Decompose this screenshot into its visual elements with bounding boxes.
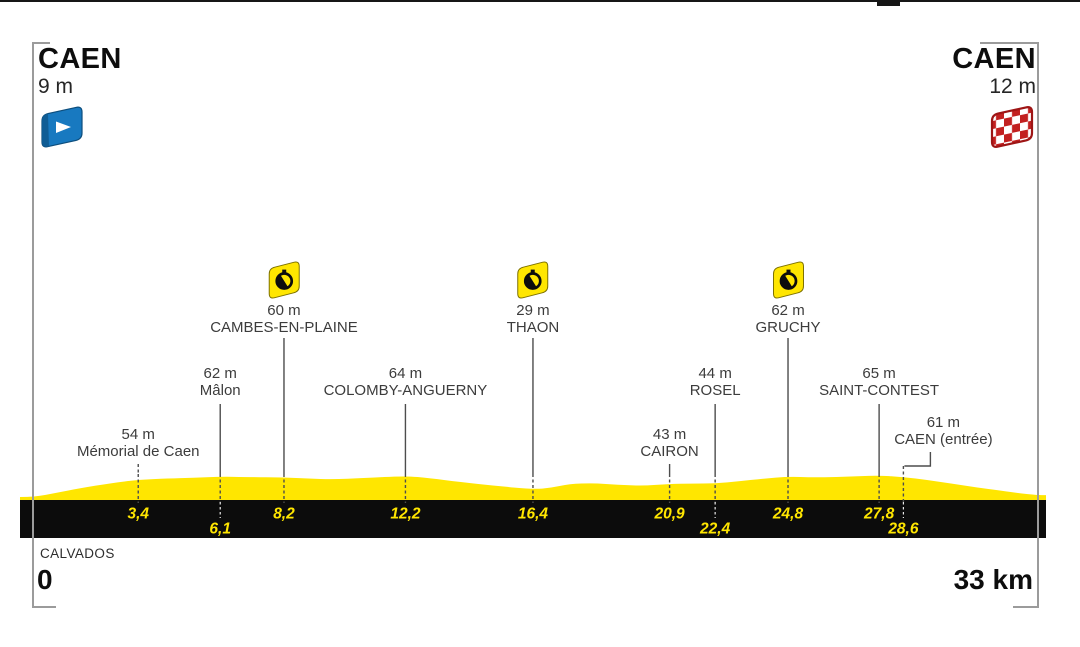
window-top-edge xyxy=(0,0,1080,2)
km-marker: 24,8 xyxy=(772,506,804,523)
waypoint-elevation: 64 m xyxy=(388,365,423,382)
km-marker: 16,4 xyxy=(518,506,549,523)
waypoint-elevation: 43 m xyxy=(652,426,687,443)
waypoint-label: 61 m CAEN (entrée) xyxy=(894,414,993,448)
axis-end-label: 33 km xyxy=(953,564,1033,595)
waypoint-label: 65 m SAINT-CONTEST xyxy=(819,365,940,399)
waypoint-label: 60 m CAMBES-EN-PLAINE xyxy=(210,261,358,336)
km-marker: 3,4 xyxy=(127,506,149,523)
km-marker: 6,1 xyxy=(209,521,231,538)
waypoint-label: 29 m THAON xyxy=(506,261,560,336)
waypoint-name: ROSEL xyxy=(689,381,741,399)
waypoint-elevation: 61 m xyxy=(926,414,961,431)
window-top-artifact xyxy=(877,0,900,6)
km-marker: 27,8 xyxy=(863,506,895,523)
start-header: CAEN 9 m xyxy=(38,44,122,153)
region-label: CALVADOS xyxy=(40,546,115,561)
waypoint-name: GRUCHY xyxy=(755,318,821,336)
start-elevation-label: 9 m xyxy=(38,75,74,98)
waypoint-name: THAON xyxy=(506,318,560,336)
waypoint-label: 62 m GRUCHY xyxy=(756,261,821,336)
start-city-label: CAEN xyxy=(38,43,122,75)
waypoint-label: 44 m ROSEL xyxy=(689,365,741,399)
distance-bar xyxy=(20,500,1046,538)
waypoint-name: CAIRON xyxy=(640,442,699,460)
finish-flag-icon xyxy=(952,106,1036,153)
finish-elevation-label: 12 m xyxy=(989,75,1036,98)
timecheck-flag-icon xyxy=(756,261,821,301)
waypoint-elevation: 44 m xyxy=(698,365,732,382)
right-frame-bracket xyxy=(980,42,1039,608)
left-frame-bracket xyxy=(32,42,56,608)
waypoint-elevation: 62 m xyxy=(771,302,805,319)
start-flag-icon xyxy=(38,106,122,153)
waypoint-elevation: 60 m xyxy=(267,302,301,319)
waypoint-name: COLOMBY-ANGUERNY xyxy=(323,381,488,399)
waypoint-name: Mâlon xyxy=(199,381,241,399)
waypoint-name: CAMBES-EN-PLAINE xyxy=(210,318,358,336)
km-marker: 20,9 xyxy=(654,506,686,523)
waypoint-label: 54 m Mémorial de Caen xyxy=(76,426,200,460)
timecheck-flag-icon xyxy=(507,261,560,301)
waypoint-name: Mémorial de Caen xyxy=(76,442,200,460)
waypoint-name: SAINT-CONTEST xyxy=(819,381,940,399)
timecheck-flag-icon xyxy=(210,261,358,301)
finish-city-label: CAEN xyxy=(952,43,1036,75)
km-marker: 12,2 xyxy=(390,506,421,523)
km-marker: 22,4 xyxy=(699,521,731,538)
km-marker: 8,2 xyxy=(273,506,295,523)
waypoint-elevation: 65 m xyxy=(862,365,896,382)
waypoint-elevation: 29 m xyxy=(516,302,550,319)
waypoint-elevation: 54 m xyxy=(121,426,155,443)
waypoint-elevation: 62 m xyxy=(203,365,237,382)
waypoint-label: 62 m Mâlon xyxy=(199,365,241,399)
axis-start-label: 0 xyxy=(37,564,53,595)
waypoint-name: CAEN (entrée) xyxy=(894,430,993,448)
waypoint-elbow-line xyxy=(904,452,932,467)
finish-header: CAEN 12 m xyxy=(952,44,1036,153)
waypoint-label: 43 m CAIRON xyxy=(640,426,699,460)
km-marker: 28,6 xyxy=(887,521,919,538)
waypoint-label: 64 m COLOMBY-ANGUERNY xyxy=(323,365,488,399)
